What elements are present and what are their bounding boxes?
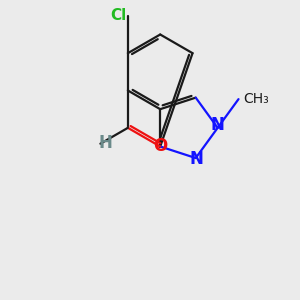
Text: Cl: Cl [110, 8, 126, 23]
Text: H: H [99, 134, 112, 152]
Text: O: O [153, 137, 167, 155]
Text: N: N [211, 116, 225, 134]
Text: N: N [190, 151, 203, 169]
Text: CH₃: CH₃ [243, 92, 268, 106]
